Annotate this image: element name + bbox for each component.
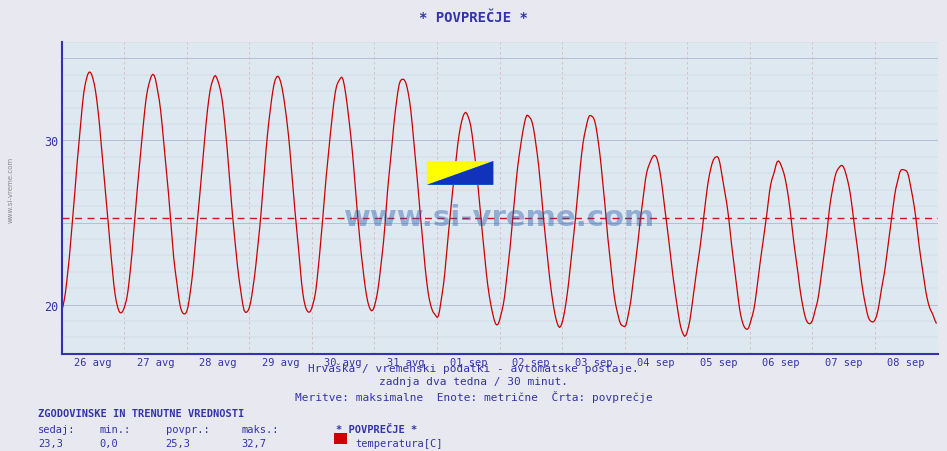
Text: www.si-vreme.com: www.si-vreme.com (344, 203, 655, 231)
Polygon shape (427, 162, 493, 185)
Text: povpr.:: povpr.: (166, 424, 209, 434)
Text: www.si-vreme.com: www.si-vreme.com (8, 156, 13, 222)
Text: * POVPREČJE *: * POVPREČJE * (336, 424, 418, 434)
Text: Meritve: maksimalne  Enote: metrične  Črta: povprečje: Meritve: maksimalne Enote: metrične Črta… (295, 390, 652, 402)
Text: min.:: min.: (99, 424, 131, 434)
Text: sedaj:: sedaj: (38, 424, 76, 434)
Polygon shape (427, 162, 493, 185)
Text: 0,0: 0,0 (99, 438, 118, 448)
Text: 25,3: 25,3 (166, 438, 190, 448)
Text: zadnja dva tedna / 30 minut.: zadnja dva tedna / 30 minut. (379, 377, 568, 387)
Text: * POVPREČJE *: * POVPREČJE * (420, 11, 527, 25)
Text: ZGODOVINSKE IN TRENUTNE VREDNOSTI: ZGODOVINSKE IN TRENUTNE VREDNOSTI (38, 408, 244, 418)
Text: Hrvaška / vremenski podatki - avtomatske postaje.: Hrvaška / vremenski podatki - avtomatske… (308, 363, 639, 373)
Text: temperatura[C]: temperatura[C] (355, 438, 442, 448)
Text: 32,7: 32,7 (241, 438, 266, 448)
Polygon shape (427, 162, 493, 185)
Text: 23,3: 23,3 (38, 438, 63, 448)
Text: maks.:: maks.: (241, 424, 279, 434)
